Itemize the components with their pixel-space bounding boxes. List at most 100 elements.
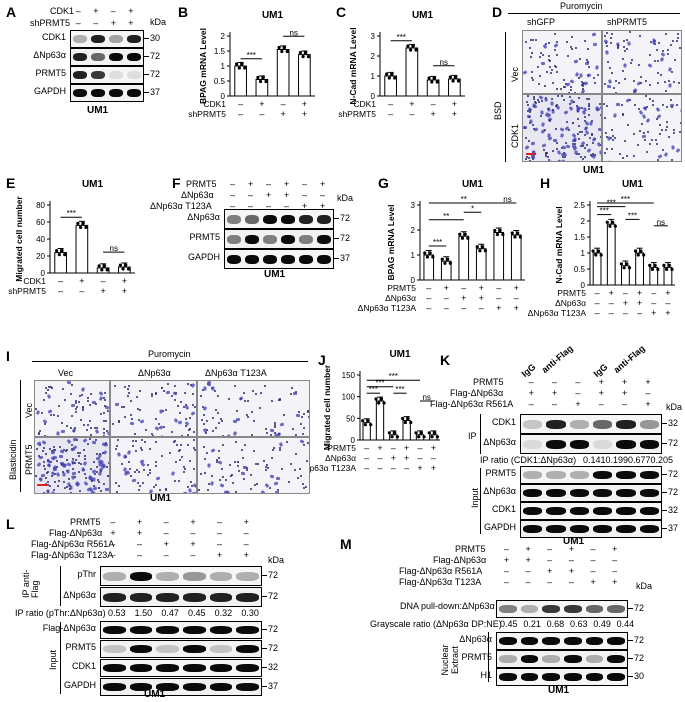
data-point (435, 80, 439, 84)
migrated-cell (95, 429, 100, 435)
migrated-cell (104, 405, 109, 410)
pore (571, 36, 574, 39)
pore (140, 448, 143, 451)
pore (225, 478, 228, 481)
pore (103, 431, 106, 434)
pore (273, 426, 276, 429)
pore (573, 92, 576, 93)
y-tick-label: 1 (371, 72, 376, 81)
x-sign: – (609, 298, 614, 308)
pore (200, 473, 203, 476)
migrated-cell (623, 63, 627, 68)
y-tick-label: 0 (351, 436, 356, 445)
band (499, 673, 517, 681)
pore (93, 460, 96, 463)
migrated-cell (579, 73, 583, 78)
x-sign: + (302, 99, 307, 109)
pore (578, 125, 580, 128)
sig-label: *** (397, 33, 406, 42)
data-point (475, 245, 479, 249)
migrated-cell (236, 417, 241, 422)
sign: – (110, 550, 116, 560)
kda-label: kDa (636, 581, 653, 591)
band (103, 571, 126, 581)
pore (638, 35, 641, 38)
band (520, 655, 539, 663)
band (542, 655, 560, 663)
sign: + (568, 566, 575, 576)
sign: + (128, 18, 134, 28)
blot-label: GAPDH (63, 680, 96, 690)
sign: – (230, 179, 236, 189)
blot-strip (100, 566, 262, 586)
blot-strip (496, 600, 628, 618)
sign: – (503, 544, 509, 554)
panel-letter-j: J (318, 352, 326, 368)
pore (610, 148, 613, 151)
migrated-cell (185, 404, 190, 410)
pore (681, 111, 682, 113)
x-row-label: shPRMT5 (188, 109, 226, 119)
migrated-cell (122, 454, 127, 460)
pore (528, 156, 531, 159)
pore (616, 45, 619, 48)
migrated-cell (191, 491, 196, 493)
migration-image (110, 380, 197, 437)
migrated-cell (70, 475, 75, 480)
row-label: Vec (510, 66, 520, 82)
pore (78, 455, 81, 458)
migrated-cell (69, 485, 73, 490)
sign: + (612, 544, 618, 554)
input-bracket (60, 622, 61, 694)
pore (103, 399, 106, 402)
data-point (642, 253, 646, 257)
pore (581, 107, 584, 110)
pore (184, 403, 187, 406)
migrated-cell (202, 405, 208, 411)
pore (676, 39, 679, 42)
ratio-value: 0.47 (161, 608, 179, 618)
pore (175, 460, 178, 463)
pore (588, 103, 591, 106)
pore (138, 489, 141, 492)
sign: + (525, 544, 531, 554)
pore (90, 479, 93, 482)
pore (649, 41, 652, 44)
data-point (667, 263, 671, 267)
pore (210, 475, 213, 478)
blot-strip (520, 520, 662, 538)
panel-letter-b: B (178, 4, 189, 20)
x-sign: – (404, 463, 409, 473)
data-point (76, 221, 80, 225)
migrated-cell (641, 134, 647, 139)
pore (278, 446, 281, 449)
migrated-cell (591, 137, 597, 143)
pore (49, 414, 52, 417)
pore (219, 478, 222, 481)
migrated-cell (586, 73, 592, 78)
band (183, 626, 206, 634)
pore (612, 87, 615, 90)
pore (186, 485, 189, 488)
pore (80, 393, 83, 396)
sign: – (568, 555, 574, 565)
sign-row: + + – – – – (496, 556, 626, 566)
data-point (448, 261, 452, 265)
sign: – (590, 555, 596, 565)
blot-label: ΔNp63α (187, 212, 220, 222)
sign: – (243, 528, 249, 538)
pore (74, 458, 77, 461)
x-row-label: CDK1 (203, 99, 226, 109)
sign: – (75, 18, 81, 28)
migrated-cell (260, 489, 266, 493)
migrated-cell (542, 44, 548, 50)
pore (302, 427, 305, 430)
pore (533, 100, 536, 103)
migrated-cell (159, 409, 163, 414)
migrated-cell (38, 455, 44, 460)
band (109, 71, 123, 79)
pore (193, 468, 196, 471)
ratio-value: 1.50 (134, 608, 153, 618)
sign: – (163, 550, 169, 560)
data-point (243, 66, 247, 70)
